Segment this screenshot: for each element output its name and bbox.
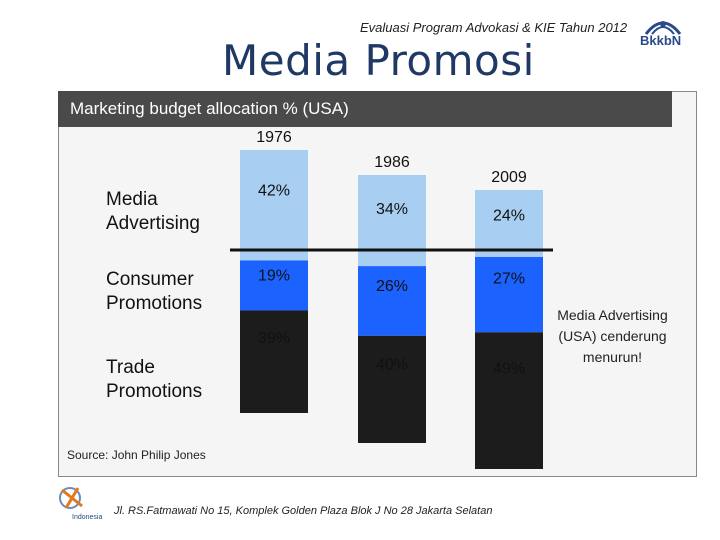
category-label: 2009 <box>491 169 527 186</box>
data-label: 42% <box>258 183 290 200</box>
row-label-consumer-promotions: Consumer Promotions <box>106 268 202 316</box>
bar-segment-trade-promotions-1986 <box>358 335 426 443</box>
data-label: 34% <box>376 201 408 218</box>
data-label: 26% <box>376 278 408 295</box>
annotation-note: Media Advertising (USA) cenderung menuru… <box>557 307 668 365</box>
chart-banner: Marketing budget allocation % (USA) <box>58 91 672 127</box>
bar-segment-consumer-promotions-1986 <box>358 266 426 336</box>
bar-segment-trade-promotions-2009 <box>475 332 543 469</box>
data-label: 24% <box>493 207 525 224</box>
indonesia-logo-icon: Indonesia <box>59 487 102 521</box>
row-label-media-advertising: Media Advertising <box>106 188 200 236</box>
row-label-line: Promotions <box>106 381 203 402</box>
header-subtitle: Evaluasi Program Advokasi & KIE Tahun 20… <box>360 20 628 35</box>
bar-segment-trade-promotions-1976 <box>240 310 308 413</box>
bar-segment-media-advertising-2009 <box>475 190 543 257</box>
bar-segment-media-advertising-1986 <box>358 175 426 267</box>
row-label-line: Trade <box>106 357 155 378</box>
category-label: 1976 <box>256 129 292 146</box>
chart-banner-title: Marketing budget allocation % (USA) <box>70 99 349 118</box>
data-label: 19% <box>258 267 290 284</box>
row-label-line: Advertising <box>106 213 200 234</box>
chart-source: Source: John Philip Jones <box>67 448 206 462</box>
category-label: 1986 <box>374 154 410 171</box>
data-label: 39% <box>258 330 290 347</box>
bar-segment-consumer-promotions-1976 <box>240 260 308 311</box>
data-label: 40% <box>376 357 408 374</box>
footer-logo-text: Indonesia <box>72 514 102 521</box>
footer-address: Jl. RS.Fatmawati No 15, Komplek Golden P… <box>114 505 493 517</box>
row-label-line: Consumer <box>106 269 194 290</box>
row-label-line: Promotions <box>106 293 203 314</box>
page-title: Media Promosi <box>222 36 535 85</box>
bar-segment-consumer-promotions-2009 <box>475 256 543 333</box>
bar-segment-media-advertising-1976 <box>240 150 308 261</box>
bkkbn-logo-icon <box>644 21 682 35</box>
row-label-line: Media <box>106 189 158 210</box>
logo-text: BkkbN <box>640 33 682 48</box>
data-label: 27% <box>493 271 525 288</box>
data-label: 49% <box>493 360 525 377</box>
row-label-trade-promotions: Trade Promotions <box>106 356 202 404</box>
